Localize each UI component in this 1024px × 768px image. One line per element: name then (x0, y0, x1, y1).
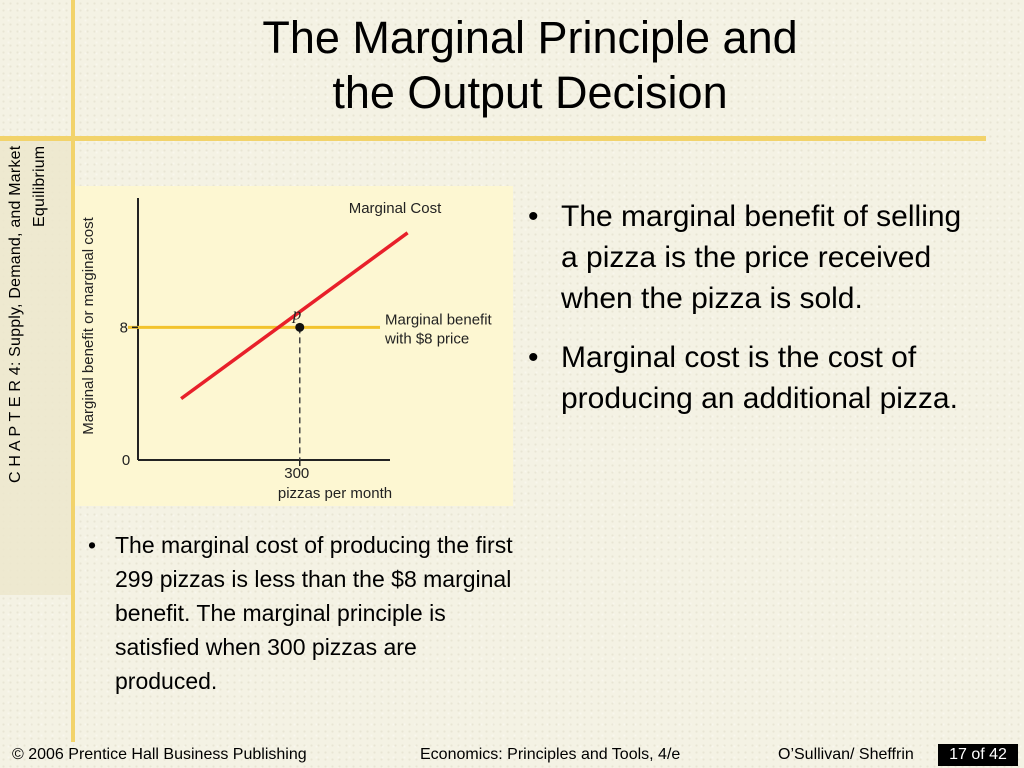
slide-title-line2: the Output Decision (332, 67, 728, 118)
chapter-label-line2: Equilibrium (31, 146, 48, 228)
y-tick-label: 8 (120, 319, 128, 336)
chart-panel: p 8 300 0 pizzas per month Marginal bene… (75, 186, 513, 506)
chapter-sidebar (0, 141, 71, 595)
chart-note-bullets: The marginal cost of producing the first… (82, 528, 522, 698)
bullet-marginal-benefit: The marginal benefit of selling a pizza … (518, 196, 978, 319)
slide-title-line1: The Marginal Principle and (262, 12, 798, 63)
marginal-cost-line (180, 231, 409, 401)
vertical-accent-line (71, 0, 75, 742)
marginal-benefit-label-line2: with $8 price (384, 330, 469, 347)
horizontal-accent-line (0, 136, 986, 141)
x-tick-label: 300 (284, 465, 309, 482)
marginal-benefit-label-line1: Marginal benefit (385, 311, 493, 328)
point-label: p (292, 304, 302, 323)
x-axis-label: pizzas per month (278, 485, 392, 502)
marginal-cost-label: Marginal Cost (349, 200, 442, 217)
main-bullets: The marginal benefit of selling a pizza … (518, 196, 978, 437)
origin-label: 0 (122, 452, 130, 469)
marginal-chart: p 8 300 0 pizzas per month Marginal bene… (80, 198, 493, 502)
chapter-label: C H A P T E R 4: Supply, Demand, and Mar… (4, 146, 66, 566)
slide-footer: © 2006 Prentice Hall Business Publishing… (0, 742, 1024, 768)
bullet-marginal-cost: Marginal cost is the cost of producing a… (518, 337, 978, 419)
footer-authors: O’Sullivan/ Sheffrin (778, 746, 914, 763)
y-axis-label: Marginal benefit or marginal cost (80, 216, 97, 434)
footer-publisher: © 2006 Prentice Hall Business Publishing (12, 746, 307, 763)
bullet-marginal-principle: The marginal cost of producing the first… (82, 528, 522, 698)
footer-book: Economics: Principles and Tools, 4/e (420, 746, 681, 763)
slide-title: The Marginal Principle and the Output De… (80, 10, 980, 120)
equilibrium-point (295, 322, 305, 332)
chapter-label-line1: C H A P T E R 4: Supply, Demand, and Mar… (7, 146, 24, 484)
footer-page-number: 17 of 42 (938, 744, 1018, 766)
